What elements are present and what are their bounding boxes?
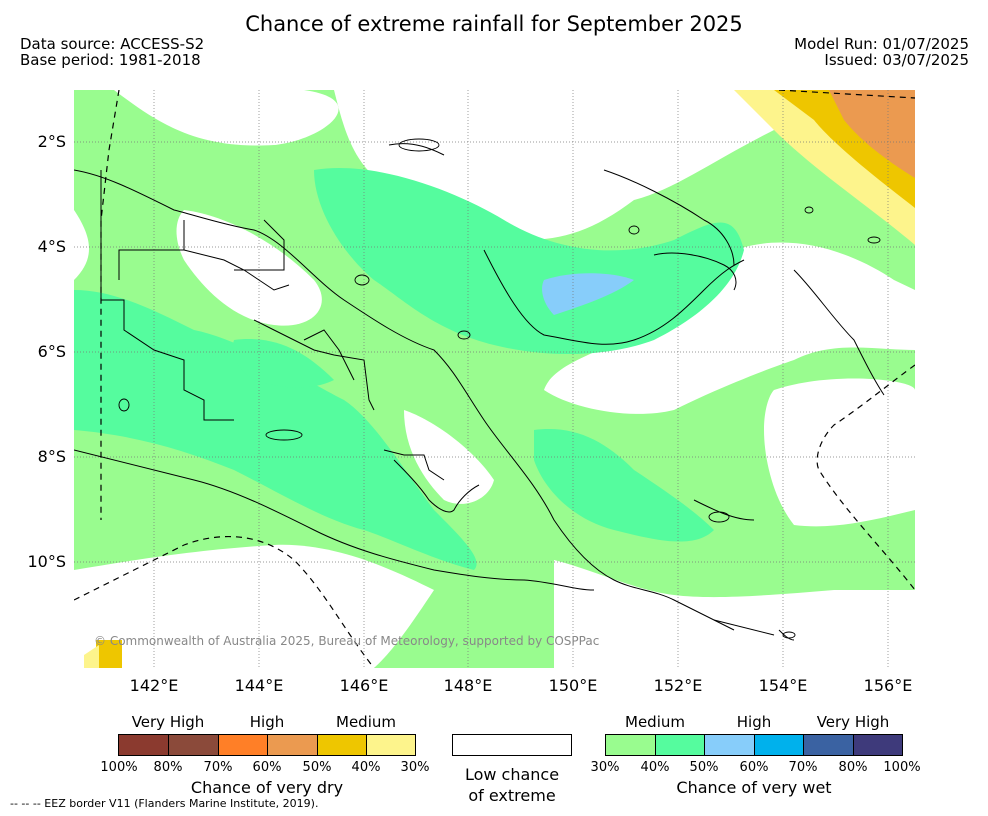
- wet-tick-40: 40%: [640, 760, 670, 775]
- map-title: Chance of extreme rainfall for September…: [245, 12, 743, 36]
- dry-high-region: [829, 90, 915, 178]
- eez-border-note: -- -- -- EEZ border V11 (Flanders Marine…: [10, 797, 319, 810]
- lon-label-142e: 142°E: [129, 676, 179, 695]
- swatch-wet-80-100: [853, 734, 903, 756]
- wet-tick-50: 50%: [689, 760, 719, 775]
- wet-category-very-high: Very High: [816, 713, 890, 731]
- low-chance-caption-line2: of extreme: [468, 786, 556, 805]
- wet-very-high-patch: [542, 273, 634, 315]
- swatch-wet-60-70: [754, 734, 805, 756]
- model-run-text: Model Run: 01/07/2025: [794, 35, 969, 53]
- swatch-low-chance: [452, 734, 572, 756]
- low-chance-caption: Low chance of extreme: [452, 764, 572, 806]
- lon-label-150e: 150°E: [548, 676, 598, 695]
- wet-tick-30: 30%: [590, 760, 620, 775]
- swatch-dry-80-70: [168, 734, 219, 756]
- lat-label-10s: 10°S: [27, 552, 66, 571]
- dry-tick-50: 50%: [302, 760, 332, 775]
- dry-tick-100: 100%: [100, 760, 138, 775]
- lon-label-152e: 152°E: [653, 676, 703, 695]
- swatch-wet-50-60: [704, 734, 755, 756]
- copyright-credit: © Commonwealth of Australia 2025, Bureau…: [94, 634, 600, 648]
- coastlines: [74, 143, 885, 641]
- swatch-dry-50-40: [317, 734, 368, 756]
- data-source-text: Data source: ACCESS-S2: [20, 35, 205, 53]
- dry-patch-bottom-left-light: [84, 645, 99, 668]
- wet-category-medium: Medium: [625, 713, 685, 731]
- low-chance-caption-line1: Low chance: [464, 765, 560, 784]
- swatch-dry-70-60: [218, 734, 269, 756]
- graticule: [74, 90, 915, 668]
- dry-category-high: High: [249, 713, 285, 731]
- metadata-right: Model Run: 01/07/2025 Issued: 03/07/2025: [794, 36, 969, 68]
- dry-tick-30: 30%: [400, 760, 430, 775]
- base-period-text: Base period: 1981-2018: [20, 51, 201, 69]
- issued-text: Issued: 03/07/2025: [824, 51, 969, 69]
- lat-label-6s: 6°S: [37, 342, 66, 361]
- dry-category-very-high: Very High: [131, 713, 205, 731]
- dry-tick-80: 80%: [153, 760, 183, 775]
- dry-tick-40: 40%: [351, 760, 381, 775]
- swatch-dry-40-30: [366, 734, 416, 756]
- wet-category-high: High: [736, 713, 772, 731]
- lon-label-154e: 154°E: [758, 676, 808, 695]
- swatch-dry-100-80: [118, 734, 169, 756]
- wet-high-regions: [74, 168, 744, 570]
- lon-label-146e: 146°E: [339, 676, 389, 695]
- wet-tick-100: 100%: [883, 760, 921, 775]
- swatch-wet-40-50: [655, 734, 706, 756]
- dry-legend-caption: Chance of very dry: [190, 778, 344, 797]
- dry-tick-60: 60%: [252, 760, 282, 775]
- swatch-wet-30-40: [605, 734, 656, 756]
- province-borders: [100, 170, 445, 481]
- swatch-wet-70-80: [803, 734, 854, 756]
- wet-tick-70: 70%: [788, 760, 818, 775]
- lon-label-144e: 144°E: [234, 676, 284, 695]
- dry-patch-bottom-left: [96, 640, 122, 668]
- dry-tick-70: 70%: [203, 760, 233, 775]
- lon-label-156e: 156°E: [863, 676, 913, 695]
- eez-borders: [74, 90, 915, 668]
- swatch-dry-60-50: [267, 734, 318, 756]
- lat-label-8s: 8°S: [37, 447, 66, 466]
- map-canvas: [74, 90, 915, 668]
- lon-label-148e: 148°E: [443, 676, 493, 695]
- lat-label-4s: 4°S: [37, 237, 66, 256]
- dry-category-medium: Medium: [336, 713, 396, 731]
- wet-tick-60: 60%: [739, 760, 769, 775]
- metadata-left: Data source: ACCESS-S2 Base period: 1981…: [20, 36, 204, 68]
- rainfall-map: © Commonwealth of Australia 2025, Bureau…: [74, 90, 915, 668]
- wet-legend-caption: Chance of very wet: [676, 778, 832, 797]
- wet-tick-80: 80%: [838, 760, 868, 775]
- islands: [118, 138, 881, 639]
- lat-label-2s: 2°S: [37, 132, 66, 151]
